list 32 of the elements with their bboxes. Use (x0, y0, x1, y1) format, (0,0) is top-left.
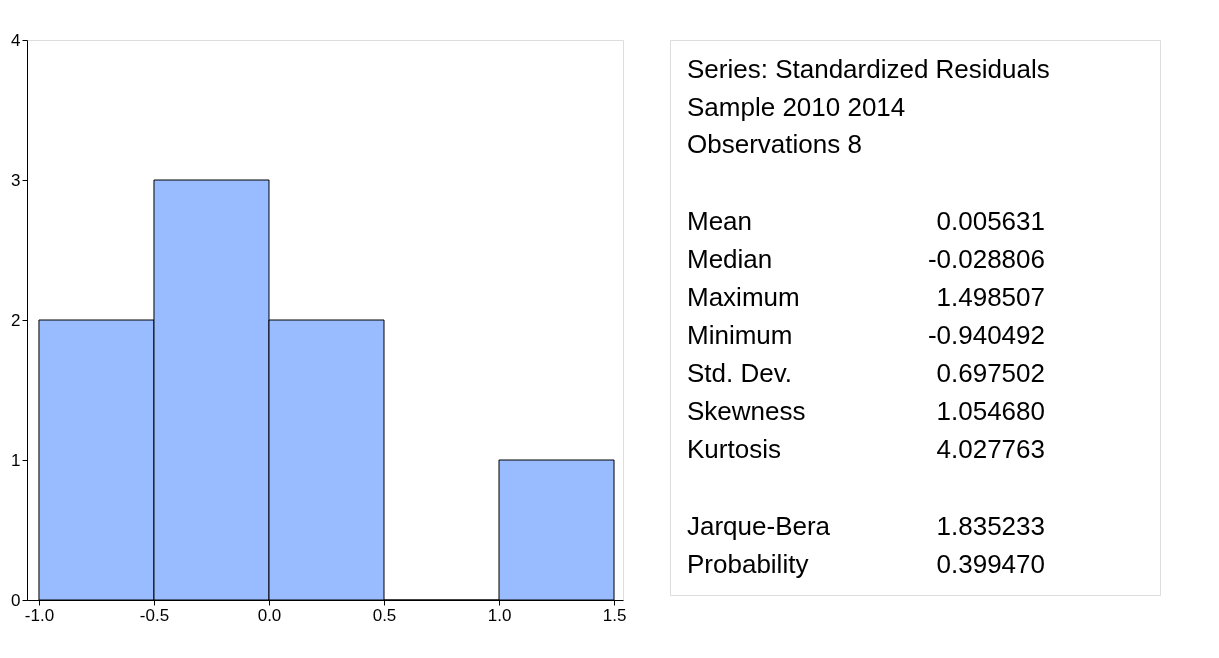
text: Std. Dev. (687, 358, 793, 388)
text: Jarque-Bera (687, 511, 831, 541)
x-tick-label: -1.0 (24, 605, 55, 625)
y-tick-label: 2 (11, 310, 21, 330)
text: 0.399470 (936, 549, 1045, 579)
x-tick-label: -0.5 (139, 605, 170, 625)
text: 4.027763 (936, 434, 1045, 464)
text: Observations 8 (687, 129, 862, 159)
text: 0.697502 (936, 358, 1045, 388)
text: 1.054680 (936, 396, 1045, 426)
text: Skewness (687, 396, 806, 426)
text: -0.940492 (927, 320, 1045, 350)
text: Maximum (687, 282, 800, 312)
text: Mean (687, 206, 753, 236)
text: Median (687, 244, 773, 274)
x-tick-label: 0.0 (257, 605, 282, 625)
text: 1.835233 (936, 511, 1045, 541)
text: Series: Standardized Residuals (687, 54, 1050, 84)
x-tick-label: 1.5 (602, 605, 627, 625)
text: Minimum (687, 320, 793, 350)
text: 1.498507 (936, 282, 1045, 312)
text: Sample 2010 2014 (687, 91, 906, 122)
text: Kurtosis (687, 434, 781, 464)
x-tick-label: 1.0 (487, 605, 512, 625)
y-tick-label: 1 (11, 450, 21, 470)
x-tick-label: 0.5 (372, 605, 397, 625)
text: 0.005631 (936, 206, 1045, 236)
text: Probability (687, 549, 809, 579)
y-tick-label: 4 (11, 30, 21, 50)
y-tick-label: 0 (11, 590, 21, 610)
y-tick-label: 3 (11, 170, 21, 190)
text: -0.028806 (927, 244, 1045, 274)
